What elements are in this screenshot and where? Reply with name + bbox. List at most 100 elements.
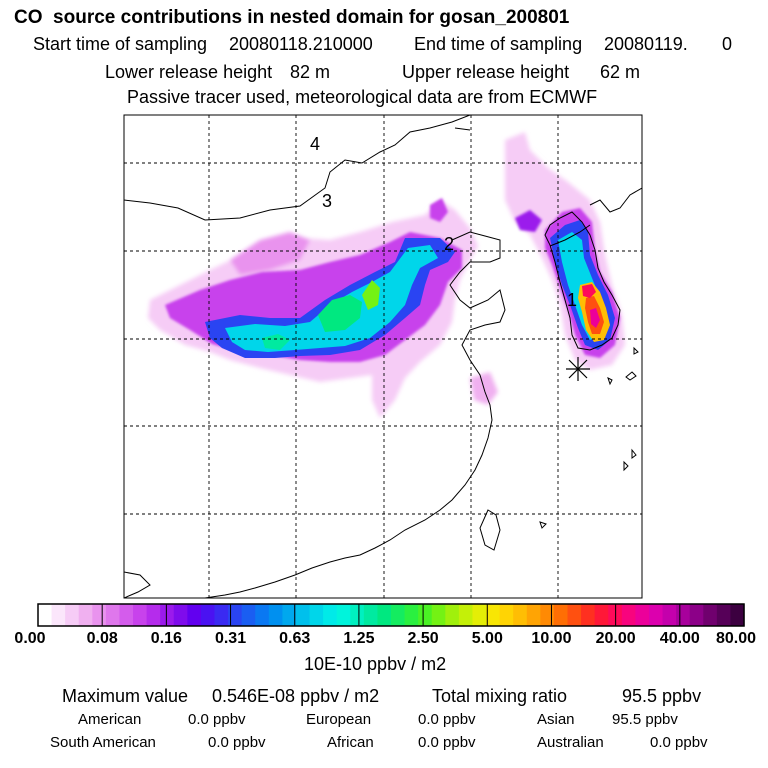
- colorbar-cell: [689, 604, 704, 626]
- colorbar-cell: [51, 604, 66, 626]
- colorbar-tick-label: 0.08: [86, 630, 118, 647]
- colorbar-cell: [133, 604, 148, 626]
- plot-title: CO source contributions in nested domain…: [14, 7, 570, 28]
- colorbar-cell: [581, 604, 596, 626]
- colorbar-cell: [621, 604, 636, 626]
- colorbar-cell: [119, 604, 134, 626]
- colorbar-cell: [472, 604, 487, 626]
- colorbar-tick-label: 0.63: [279, 630, 311, 647]
- colorbar-cell: [526, 604, 541, 626]
- coastlines: [124, 115, 642, 598]
- colorbar-cell: [662, 604, 677, 626]
- upper-height-value: 62 m: [600, 62, 641, 82]
- colorbar-cell: [38, 604, 53, 626]
- start-time-label: Start time of sampling: [33, 34, 208, 54]
- colorbar-cell: [418, 604, 433, 626]
- receptor-marker: [566, 357, 590, 381]
- colorbar-cell: [255, 604, 270, 626]
- colorbar-cell: [458, 604, 474, 626]
- colorbar-cell: [309, 604, 324, 626]
- colorbar-cell: [363, 604, 379, 626]
- colorbar-cell: [268, 604, 283, 626]
- colorbar-tick-label: 40.00: [659, 630, 700, 647]
- colorbar-cell: [78, 604, 93, 626]
- colorbar-cell: [445, 604, 460, 626]
- end-time-hour: 0: [722, 34, 733, 54]
- colorbar-cell: [377, 604, 392, 626]
- end-time-value: 20080119.: [604, 34, 688, 54]
- colorbar-cell: [160, 604, 175, 626]
- colorbar-tick-label: 1.25: [343, 630, 375, 647]
- colorbar-cell: [404, 604, 419, 626]
- colorbar-cell: [553, 604, 569, 626]
- colorbar-cell: [391, 604, 406, 626]
- colorbar-tick-label: 0.31: [214, 630, 247, 647]
- region-value-australian: 0.0 ppbv: [650, 734, 708, 751]
- total-mixing-value: 95.5 ppbv: [622, 686, 702, 706]
- colorbar-tick-label: 10.00: [531, 630, 572, 647]
- colorbar-cell: [703, 604, 718, 626]
- end-time-label: End time of sampling: [414, 34, 583, 54]
- region-value-american: 0.0 ppbv: [188, 711, 246, 728]
- colorbar-cell: [65, 604, 80, 626]
- region-value-south-american: 0.0 ppbv: [208, 734, 266, 751]
- colorbar-cell: [173, 604, 188, 626]
- region-name-south-american: South American: [50, 734, 156, 751]
- colorbar-cell: [228, 604, 243, 626]
- colorbar-cell: [499, 604, 514, 626]
- colorbar-cell: [486, 604, 501, 626]
- region-value-asian: 95.5 ppbv: [612, 711, 678, 728]
- colorbar-cell: [323, 604, 338, 626]
- region-value-african: 0.0 ppbv: [418, 734, 476, 751]
- colorbar-cell: [282, 604, 297, 626]
- region-label-1: 1: [567, 290, 577, 310]
- region-name-american: American: [78, 711, 142, 728]
- region-label-4: 4: [310, 134, 320, 154]
- tracer-note: Passive tracer used, meteorological data…: [127, 87, 598, 107]
- lower-height-value: 82 m: [290, 62, 331, 82]
- region-name-asian: Asian: [537, 711, 575, 728]
- colorbar-tick-label: 5.00: [471, 630, 503, 647]
- lower-height-label: Lower release height: [105, 62, 273, 82]
- colorbar-cell: [540, 604, 555, 626]
- region-name-australian: Australian: [537, 734, 604, 751]
- colorbar-tick-label: 2.50: [407, 630, 439, 647]
- colorbar-cell: [241, 604, 256, 626]
- colorbar-cell: [648, 604, 664, 626]
- max-value: 0.546E-08 ppbv / m2: [212, 686, 380, 706]
- lat-lon-grid: [124, 115, 642, 598]
- colorbar-cell: [187, 604, 202, 626]
- colorbar-cell: [513, 604, 528, 626]
- colorbar-cell: [716, 604, 732, 626]
- colorbar-tick-label: 80.00: [715, 630, 757, 647]
- colorbar-frame: [37, 603, 745, 627]
- colorbar-unit: 10E-10 ppbv / m2: [304, 654, 447, 674]
- start-time-value: 20080118.210000: [229, 34, 373, 54]
- colorbar-tick-label: 0.16: [150, 630, 182, 647]
- max-value-label: Maximum value: [62, 686, 189, 706]
- region-label-2: 2: [444, 234, 454, 254]
- colorbar-cell: [295, 604, 311, 626]
- region-name-european: European: [306, 711, 372, 728]
- region-name-african: African: [327, 734, 374, 751]
- colorbar-cell: [730, 604, 745, 626]
- colorbar-cell: [431, 604, 446, 626]
- colorbar-cell: [200, 604, 216, 626]
- region-label-3: 3: [322, 191, 332, 211]
- colorbar-cell: [105, 604, 121, 626]
- colorbar-cell: [350, 604, 365, 626]
- colorbar-cell: [635, 604, 650, 626]
- upper-height-label: Upper release height: [402, 62, 570, 82]
- region-value-european: 0.0 ppbv: [418, 711, 476, 728]
- colorbar-cell: [567, 604, 582, 626]
- colorbar: [37, 603, 745, 627]
- colorbar-cell: [594, 604, 609, 626]
- colorbar-cell: [676, 604, 691, 626]
- total-mixing-label: Total mixing ratio: [432, 686, 568, 706]
- colorbar-tick-label: 0.00: [14, 630, 46, 647]
- colorbar-tick-label: 20.00: [595, 630, 636, 647]
- colorbar-cell: [214, 604, 229, 626]
- colorbar-cell: [336, 604, 351, 626]
